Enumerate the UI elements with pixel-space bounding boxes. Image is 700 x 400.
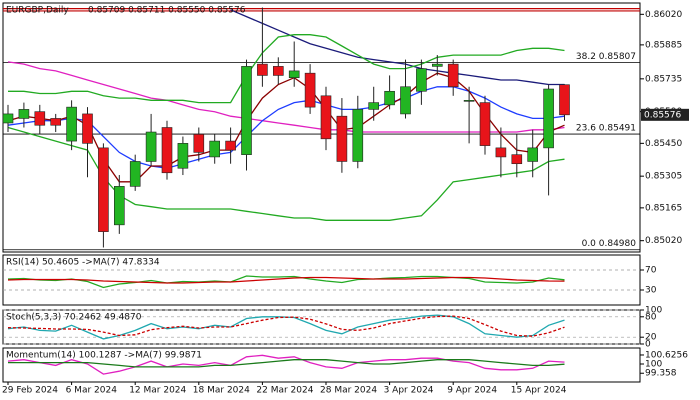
panel-title: Momentum(14) 100.1287 ->MA(7) 99.9871: [6, 351, 202, 361]
y-tick-label: 0.85165: [645, 203, 682, 213]
indicator-line: [8, 359, 565, 368]
indicator-line: [7, 86, 565, 169]
y-tick-label: 20: [645, 333, 657, 343]
y-tick-label: 70: [645, 266, 657, 276]
panel-title: RSI(14) 50.4605 ->MA(7) 47.8334: [6, 258, 160, 268]
candle-body: [368, 102, 380, 110]
candle-body: [431, 63, 443, 67]
indicator-line: [7, 61, 565, 133]
candle-body: [559, 84, 570, 116]
candle-body: [272, 66, 284, 76]
panel-frame: [2, 2, 641, 253]
x-tick-label: 15 Apr 2024: [511, 386, 567, 396]
candle-body: [145, 131, 157, 162]
candle-body: [82, 113, 93, 144]
candle-body: [161, 127, 173, 174]
y-tick-label: 0: [645, 340, 651, 350]
candle-body: [336, 115, 348, 162]
y-tick-label: 100: [645, 359, 662, 369]
candle-body: [34, 111, 46, 126]
candle-body: [241, 66, 252, 155]
y-tick-label: 99.358: [645, 369, 677, 379]
indicator-line: [230, 9, 565, 86]
panel-title: Stoch(5,3,3) 70.2462 49.4870: [6, 313, 142, 323]
fib-label: 0.0 0.84980: [582, 239, 637, 249]
x-tick-label: 22 Mar 2024: [256, 386, 313, 396]
y-tick-label: 0.85305: [645, 172, 682, 182]
x-tick-label: 28 Mar 2024: [320, 386, 377, 396]
candle-body: [50, 118, 62, 126]
chart-subtitle: 0.85709 0.85711 0.85550 0.85576: [88, 6, 246, 16]
candle-body: [209, 140, 220, 158]
indicator-line: [7, 315, 565, 337]
candle-body: [304, 72, 316, 108]
x-tick-label: 18 Mar 2024: [193, 386, 250, 396]
candle-body: [511, 154, 523, 165]
candle-body: [129, 161, 141, 187]
x-tick-label: 12 Mar 2024: [129, 386, 186, 396]
indicator-line: [7, 275, 565, 289]
last-price-box: [641, 108, 689, 121]
candle-body: [495, 147, 507, 158]
candle-body: [225, 140, 236, 151]
x-tick-label: 3 Apr 2024: [384, 386, 434, 396]
candle-body: [463, 100, 475, 102]
y-tick-label: 0.85020: [645, 236, 682, 246]
panel-frame: [2, 254, 641, 306]
y-tick-label: 80: [645, 312, 657, 322]
candle-body: [66, 106, 77, 142]
chart-title: EURGBP,Daily: [6, 6, 69, 16]
y-tick-label: 30: [645, 286, 657, 296]
candle-body: [2, 113, 14, 124]
indicator-line: [8, 34, 565, 104]
candle-body: [18, 109, 30, 119]
x-tick-label: 9 Apr 2024: [447, 386, 497, 396]
candle-body: [320, 95, 332, 140]
y-tick-label: 100.6256: [645, 350, 688, 360]
panel-frame: [2, 347, 641, 383]
y-tick-label: 0.85450: [645, 139, 682, 149]
candle-body: [527, 147, 539, 162]
candle-body: [479, 102, 491, 146]
fib-label: 38.2 0.85807: [576, 52, 636, 62]
candle-body: [400, 86, 411, 115]
y-tick-label: 0.85735: [645, 74, 682, 84]
candle-body: [288, 70, 300, 78]
candle-body: [98, 147, 109, 232]
x-tick-label: 6 Mar 2024: [66, 386, 118, 396]
last-price-label: 0.85576: [644, 110, 681, 120]
x-tick-label: 29 Feb 2024: [2, 386, 58, 396]
candle-body: [416, 68, 427, 92]
candle-body: [257, 63, 268, 76]
y-tick-label: 0.85885: [645, 40, 682, 50]
candle-body: [193, 133, 205, 153]
indicator-line: [7, 354, 565, 375]
indicator-line: [7, 276, 565, 284]
candle-body: [384, 90, 395, 106]
candle-body: [114, 186, 125, 226]
candle-body: [352, 109, 364, 162]
candle-body: [177, 143, 189, 169]
candle-body: [543, 88, 554, 149]
y-tick-label: 100: [645, 306, 662, 316]
fib-label: 23.6 0.85491: [576, 124, 636, 134]
y-tick-label: 0.86020: [645, 10, 682, 20]
candle-body: [447, 63, 459, 88]
